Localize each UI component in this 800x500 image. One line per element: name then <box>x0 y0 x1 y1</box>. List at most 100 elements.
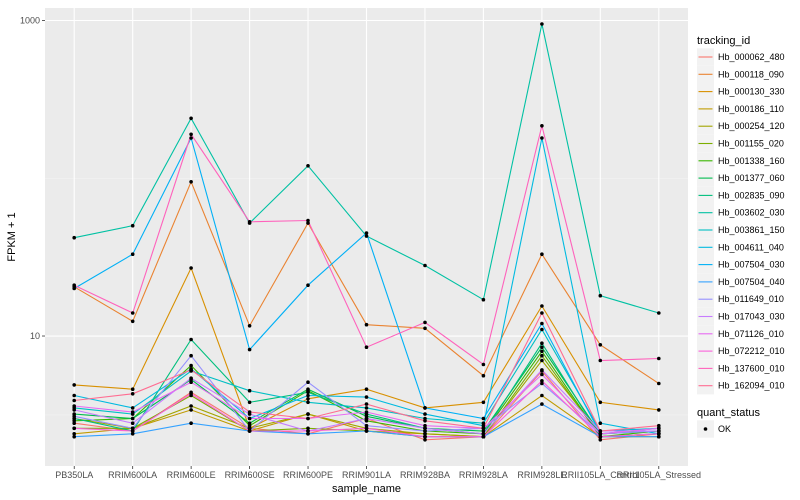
data-point <box>247 324 252 328</box>
x-tick-label: RRII105LA_Stressed <box>616 470 701 480</box>
data-point <box>481 423 486 428</box>
data-point <box>423 423 427 428</box>
data-point <box>657 423 661 428</box>
data-point <box>364 322 369 327</box>
data-point <box>72 426 76 431</box>
data-point <box>306 400 310 405</box>
data-point <box>598 293 603 298</box>
y-axis-title: FPKM + 1 <box>6 212 18 261</box>
data-point <box>72 434 76 439</box>
legend-item: Hb_000130_330 <box>697 82 785 101</box>
data-point <box>540 22 544 26</box>
legend-label: Hb_072212_010 <box>718 346 785 356</box>
x-tick-label: RRIM928LA <box>459 470 508 480</box>
data-point <box>423 263 427 268</box>
legend-label: Hb_162094_010 <box>718 381 785 391</box>
data-point <box>364 426 369 431</box>
series-points <box>72 22 661 442</box>
data-point <box>306 283 310 288</box>
legend-label: Hb_137600_010 <box>718 363 785 373</box>
data-point <box>540 381 544 386</box>
data-point <box>540 358 544 363</box>
legend-item: Hb_071126_010 <box>697 325 784 343</box>
data-point <box>247 421 252 426</box>
data-point <box>364 423 369 428</box>
legend-item: Hb_000062_480 <box>697 48 785 66</box>
data-point <box>306 426 310 431</box>
data-point <box>423 419 427 423</box>
data-point <box>306 432 310 436</box>
data-point <box>364 406 369 410</box>
legend-label: Hb_000118_090 <box>718 69 784 79</box>
legend-item: Hb_001338_160 <box>697 152 785 170</box>
data-point <box>540 345 544 350</box>
legend-item: Hb_007504_030 <box>697 255 785 274</box>
data-point <box>657 432 661 436</box>
data-point <box>598 429 603 433</box>
data-point <box>306 390 310 395</box>
data-point <box>247 400 252 405</box>
data-point <box>598 400 603 405</box>
data-point <box>598 438 603 442</box>
data-point <box>130 410 135 414</box>
y-tick-label: 10 <box>30 331 40 341</box>
data-point <box>598 434 603 439</box>
data-point <box>189 404 193 408</box>
x-axis: PB350LA RRIM600LA RRIM600LE RRIM600SE RRIM60… <box>55 466 701 480</box>
data-point <box>306 393 310 398</box>
data-point <box>598 343 603 347</box>
data-point <box>481 297 486 302</box>
legend-item: Hb_001155_020 <box>697 134 784 153</box>
data-point <box>306 416 310 421</box>
legend-item: Hb_003602_030 <box>697 204 785 222</box>
legend-key-point <box>703 427 708 431</box>
legend: tracking_id Hb_000062_480 Hb_000118_090 Hb… <box>697 35 785 438</box>
legend-label: Hb_000130_330 <box>718 87 785 97</box>
legend-item: Hb_000186_110 <box>697 100 784 118</box>
data-point <box>540 304 544 308</box>
data-point <box>247 429 252 433</box>
data-point <box>657 426 661 431</box>
data-point <box>189 363 193 368</box>
data-point <box>364 395 369 399</box>
data-point <box>247 416 252 421</box>
legend-label: Hb_001155_020 <box>718 139 784 149</box>
shape-legend-item: OK <box>697 420 731 438</box>
x-tick-label: RRIM600LA <box>108 470 157 480</box>
data-point <box>540 321 544 326</box>
data-point <box>130 421 135 426</box>
x-tick-label: RRIM901LA <box>342 470 391 480</box>
data-point <box>540 402 544 406</box>
data-point <box>306 218 310 223</box>
data-point <box>657 311 661 315</box>
data-point <box>189 421 193 426</box>
data-point <box>247 410 252 414</box>
data-point <box>364 402 369 406</box>
data-point <box>423 432 427 436</box>
data-point <box>540 327 544 332</box>
data-point <box>657 381 661 386</box>
legend-label: Hb_000186_110 <box>718 104 784 114</box>
legend-label: Hb_004611_040 <box>718 242 784 252</box>
data-point <box>481 373 486 378</box>
data-point <box>130 319 135 324</box>
data-point <box>72 408 76 412</box>
data-point <box>657 429 661 433</box>
data-point <box>130 392 135 396</box>
data-point <box>481 416 486 421</box>
data-point <box>481 429 486 433</box>
data-point <box>481 434 486 439</box>
legend-item: Hb_001377_060 <box>697 169 785 187</box>
legend-item: Hb_002835_090 <box>697 186 785 205</box>
data-point <box>130 387 135 392</box>
shape-legend-title: quant_status <box>697 407 760 419</box>
data-point <box>130 426 135 431</box>
legend-label: OK <box>718 424 731 434</box>
data-point <box>540 341 544 346</box>
legend-item: Hb_162094_010 <box>697 377 785 395</box>
data-point <box>72 383 76 387</box>
data-point <box>423 412 427 416</box>
x-tick-label: RRIM600PE <box>283 470 333 480</box>
legend-title: tracking_id <box>697 35 750 47</box>
